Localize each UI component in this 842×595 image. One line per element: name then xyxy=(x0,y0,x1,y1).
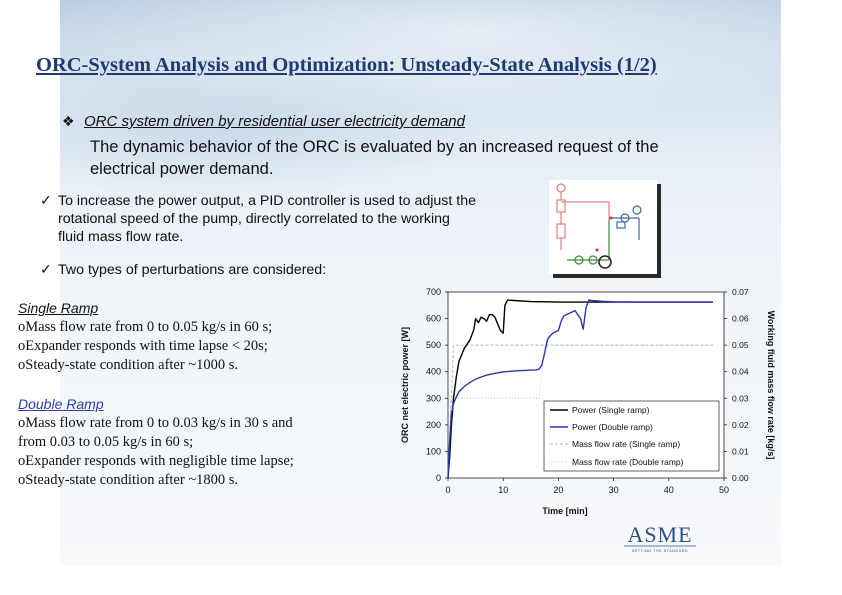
double-ramp-block: Double Ramp oMass flow rate from 0 to 0.… xyxy=(18,395,294,490)
orc-schematic-image xyxy=(549,180,657,274)
bullet-line: Two types of perturbations are considere… xyxy=(58,262,327,278)
double-ramp-item: oMass flow rate from 0 to 0.03 kg/s in 3… xyxy=(18,415,293,431)
y-tick-label: 0 xyxy=(436,473,441,483)
legend-entry: Mass flow rate (Single ramp) xyxy=(572,439,680,449)
single-ramp-item: oExpander responds with time lapse < 20s… xyxy=(18,338,268,354)
chart-legend: Power (Single ramp) Power (Double ramp) … xyxy=(543,400,720,472)
legend-entry: Mass flow rate (Double ramp) xyxy=(572,457,684,467)
x-tick-label: 20 xyxy=(553,485,563,495)
single-ramp-item: oSteady-state condition after ~1000 s. xyxy=(18,357,239,373)
single-ramp-block: Single Ramp oMass flow rate from 0 to 0.… xyxy=(18,299,272,375)
section-text: The dynamic behavior of the ORC is evalu… xyxy=(90,138,659,178)
double-ramp-item: oSteady-state condition after ~1800 s. xyxy=(18,472,239,488)
slide-title: ORC-System Analysis and Optimization: Un… xyxy=(36,54,657,76)
y2-tick-label: 0.06 xyxy=(732,314,749,324)
x-tick-label: 0 xyxy=(445,485,450,495)
y-tick-label: 600 xyxy=(426,314,441,324)
x-tick-label: 50 xyxy=(719,485,729,495)
y-tick-label: 500 xyxy=(426,340,441,350)
legend-entry: Power (Double ramp) xyxy=(572,422,653,432)
y-axis-label: ORC net electric power [W] xyxy=(400,327,410,443)
x-axis-label: Time [min] xyxy=(542,506,587,516)
y2-tick-label: 0.03 xyxy=(732,393,749,403)
series-flow-double-ramp xyxy=(447,344,713,479)
axis-ticks: 0 100 200 300 400 500 600 700 0 10 20 30 40 500.00 0.0… xyxy=(426,287,749,495)
legend-entry: Power (Single ramp) xyxy=(572,405,650,415)
series-power-single-ramp xyxy=(447,299,713,479)
double-ramp-item: from 0.03 to 0.05 kg/s in 60 s; xyxy=(18,434,194,450)
slide-background xyxy=(60,0,781,566)
y-tick-label: 100 xyxy=(426,446,441,456)
y-tick-label: 700 xyxy=(426,287,441,297)
y2-axis-label: Working fluid mass flow rate [kg/s] xyxy=(766,311,776,460)
double-ramp-item: oExpander responds with negligible time … xyxy=(18,453,294,469)
double-ramp-heading: Double Ramp xyxy=(18,396,104,412)
y-tick-label: 400 xyxy=(426,367,441,377)
y-tick-label: 300 xyxy=(426,393,441,403)
x-tick-label: 10 xyxy=(498,485,508,495)
series-layer xyxy=(447,299,713,479)
asme-logo: ASME SETTING THE STANDARD xyxy=(624,522,696,553)
bullet-line: rotational speed of the pump, directly c… xyxy=(58,211,450,227)
legend-box xyxy=(543,400,720,472)
bullet-line: To increase the power output, a PID cont… xyxy=(58,193,476,209)
section-heading: ORC system driven by residential user el… xyxy=(84,113,465,130)
y2-tick-label: 0.01 xyxy=(732,446,749,456)
y2-tick-label: 0.05 xyxy=(732,340,749,350)
y2-tick-label: 0.00 xyxy=(732,473,749,483)
orc-schematic-drawing xyxy=(549,180,657,274)
series-power-double-ramp xyxy=(447,299,713,479)
y2-tick-label: 0.04 xyxy=(732,367,749,377)
bullet-line: fluid mass flow rate. xyxy=(58,229,184,245)
y-tick-label: 200 xyxy=(426,420,441,430)
asme-tagline: SETTING THE STANDARD xyxy=(632,549,688,553)
diamond-bullet-icon: ❖ xyxy=(62,113,75,129)
check-icon: ✓ xyxy=(40,193,52,209)
single-ramp-item: oMass flow rate from 0 to 0.05 kg/s in 6… xyxy=(18,319,273,335)
x-tick-label: 40 xyxy=(664,485,674,495)
x-tick-label: 30 xyxy=(609,485,619,495)
y2-tick-label: 0.07 xyxy=(732,287,749,297)
section-heading-line: ❖ ORC system driven by residential user e… xyxy=(62,113,465,130)
y2-tick-label: 0.02 xyxy=(732,420,749,430)
single-ramp-heading: Single Ramp xyxy=(18,300,99,316)
asme-logo-text: ASME xyxy=(627,522,692,547)
check-icon: ✓ xyxy=(40,262,52,278)
background-swoosh xyxy=(60,60,500,200)
